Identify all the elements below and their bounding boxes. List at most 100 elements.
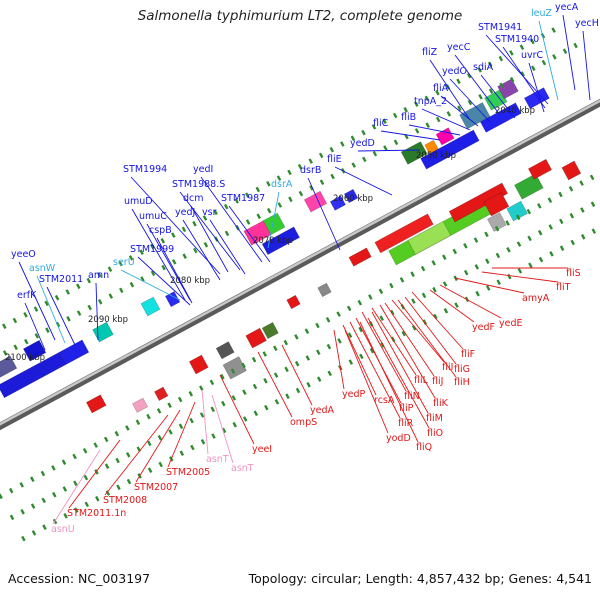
ruler-tick <box>315 322 320 329</box>
forward-gene-label[interactable]: dsrA <box>271 179 293 190</box>
ruler-tick <box>347 332 353 338</box>
reverse-gene-label[interactable]: fliF <box>461 349 475 360</box>
ruler-tick <box>241 362 246 369</box>
reverse-gene-label[interactable]: yedF <box>472 322 495 333</box>
forward-gene-label[interactable]: STM1999 <box>130 244 174 255</box>
forward-gene-label[interactable]: fliE <box>327 154 342 165</box>
ruler-tick <box>421 292 427 299</box>
reverse-gene-label[interactable]: ompS <box>290 417 317 428</box>
reverse-gene-label[interactable]: rcsA <box>374 395 395 406</box>
reverse-gene-label[interactable]: fliK <box>433 398 449 409</box>
reverse-gene-label[interactable]: fliR <box>398 418 414 429</box>
ruler-tick <box>264 404 269 411</box>
gene-leader-line <box>179 191 241 271</box>
reverse-gene-label[interactable]: fliL <box>414 375 429 386</box>
forward-gene-label[interactable]: umuC <box>139 211 167 222</box>
forward-gene-label[interactable]: yedJ <box>175 207 195 218</box>
ruler-tick <box>9 514 15 521</box>
forward-gene-label[interactable]: asnW <box>29 263 56 274</box>
reverse-gene-label[interactable]: fliP <box>399 403 414 414</box>
reverse-gene-label[interactable]: fliG <box>454 364 470 375</box>
ruler-tick <box>305 355 311 361</box>
forward-gene-label[interactable]: leuZ <box>531 8 553 19</box>
forward-gene-label[interactable]: STM2011 <box>39 274 83 285</box>
forward-gene-label[interactable]: umuD <box>124 196 153 207</box>
forward-gene-label[interactable]: dcm <box>183 193 204 204</box>
forward-gene-label[interactable]: serU <box>113 257 135 268</box>
forward-gene-label[interactable]: vsr <box>202 207 217 218</box>
reverse-gene-label[interactable]: yedE <box>499 318 523 329</box>
forward-gene-label[interactable]: dsrB <box>300 165 321 176</box>
forward-gene-label[interactable]: yecC <box>447 42 471 53</box>
ruler-tick <box>516 241 522 247</box>
feature-block <box>22 339 47 362</box>
forward-gene-label[interactable]: fliA <box>433 83 449 94</box>
reverse-gene-label[interactable]: STM2011.1n <box>67 508 126 519</box>
forward-gene-label[interactable]: sdiA <box>473 62 494 73</box>
ruler-tick <box>104 463 110 469</box>
reverse-gene-label[interactable]: amyA <box>522 293 550 304</box>
ruler-tick <box>362 156 367 163</box>
label-leaders <box>18 14 591 525</box>
ruler-tick <box>283 339 289 346</box>
reverse-gene-label[interactable]: STM2005 <box>166 467 210 478</box>
feature-block <box>261 226 300 255</box>
ruler-tick <box>95 495 100 502</box>
gene-leader-line <box>538 20 559 101</box>
reverse-gene-label[interactable]: yedA <box>310 405 334 416</box>
reverse-gene-label[interactable]: yeeI <box>252 444 272 455</box>
ruler-tick <box>118 260 123 267</box>
forward-gene-label[interactable]: uvrC <box>521 50 544 61</box>
ruler-tick <box>570 239 575 246</box>
reverse-gene-label[interactable]: fliJ <box>432 376 443 387</box>
forward-gene-label[interactable]: yeeO <box>11 249 36 260</box>
forward-gene-label[interactable]: fliZ <box>422 47 438 58</box>
forward-gene-label[interactable]: STM1987 <box>221 193 265 204</box>
forward-gene-label[interactable]: yedI <box>193 164 213 175</box>
reverse-gene-label[interactable]: STM2007 <box>134 482 178 493</box>
ruler-tick <box>548 224 553 230</box>
ruler-tick <box>84 501 90 508</box>
forward-gene-label[interactable]: fliC <box>373 118 389 129</box>
gene-leader-line <box>582 30 591 101</box>
feature-tracks <box>0 78 582 414</box>
gene-leader-line <box>167 401 196 468</box>
forward-gene-label[interactable]: cspB <box>149 225 172 236</box>
reverse-gene-label[interactable]: fliM <box>426 413 443 424</box>
forward-gene-label[interactable]: STM1941 <box>478 22 522 33</box>
forward-gene-label[interactable]: STM1940 <box>495 34 539 45</box>
reverse-gene-label[interactable]: fliO <box>427 428 443 439</box>
ruler-tick <box>369 347 375 354</box>
forward-gene-label[interactable]: STM1988.S <box>172 179 225 190</box>
ruler-tick <box>294 334 299 340</box>
reverse-gene-label[interactable]: asnT <box>231 463 254 474</box>
reverse-gene-label[interactable]: yedP <box>342 389 365 400</box>
forward-gene-label[interactable]: yedO <box>442 66 467 77</box>
reverse-gene-label[interactable]: fliN <box>404 391 420 402</box>
reverse-gene-label[interactable]: fliI <box>442 362 453 373</box>
reverse-gene-label[interactable]: STM2008 <box>103 495 147 506</box>
forward-gene-label[interactable]: fliB <box>401 112 416 123</box>
forward-gene-label[interactable]: erfK <box>17 290 37 301</box>
ruler-tick <box>52 491 57 498</box>
forward-gene-label[interactable]: yecA <box>555 2 579 13</box>
forward-gene-label[interactable]: STM1994 <box>123 164 167 175</box>
forward-gene-label[interactable]: tnpA_2 <box>414 96 447 107</box>
forward-gene-label[interactable]: amn <box>88 270 109 281</box>
ruler-tick <box>287 169 292 176</box>
gene-leader-line <box>349 321 401 419</box>
reverse-gene-label[interactable]: fliS <box>566 268 581 279</box>
ruler-tick <box>473 237 479 243</box>
forward-gene-label[interactable]: yecH <box>575 18 599 29</box>
reverse-gene-label[interactable]: fliQ <box>416 442 432 453</box>
ruler-tick <box>161 264 166 271</box>
forward-gene-label[interactable]: yedD <box>350 138 375 149</box>
ruler-tick <box>549 251 554 257</box>
reverse-gene-label[interactable]: fliH <box>454 377 470 388</box>
feature-block <box>400 141 428 165</box>
reverse-gene-label[interactable]: asnT <box>206 454 229 465</box>
reverse-gene-label[interactable]: yodD <box>386 433 411 444</box>
feature-block <box>164 291 181 308</box>
reverse-gene-label[interactable]: fliT <box>556 282 571 293</box>
reverse-gene-label[interactable]: asnU <box>51 524 75 535</box>
